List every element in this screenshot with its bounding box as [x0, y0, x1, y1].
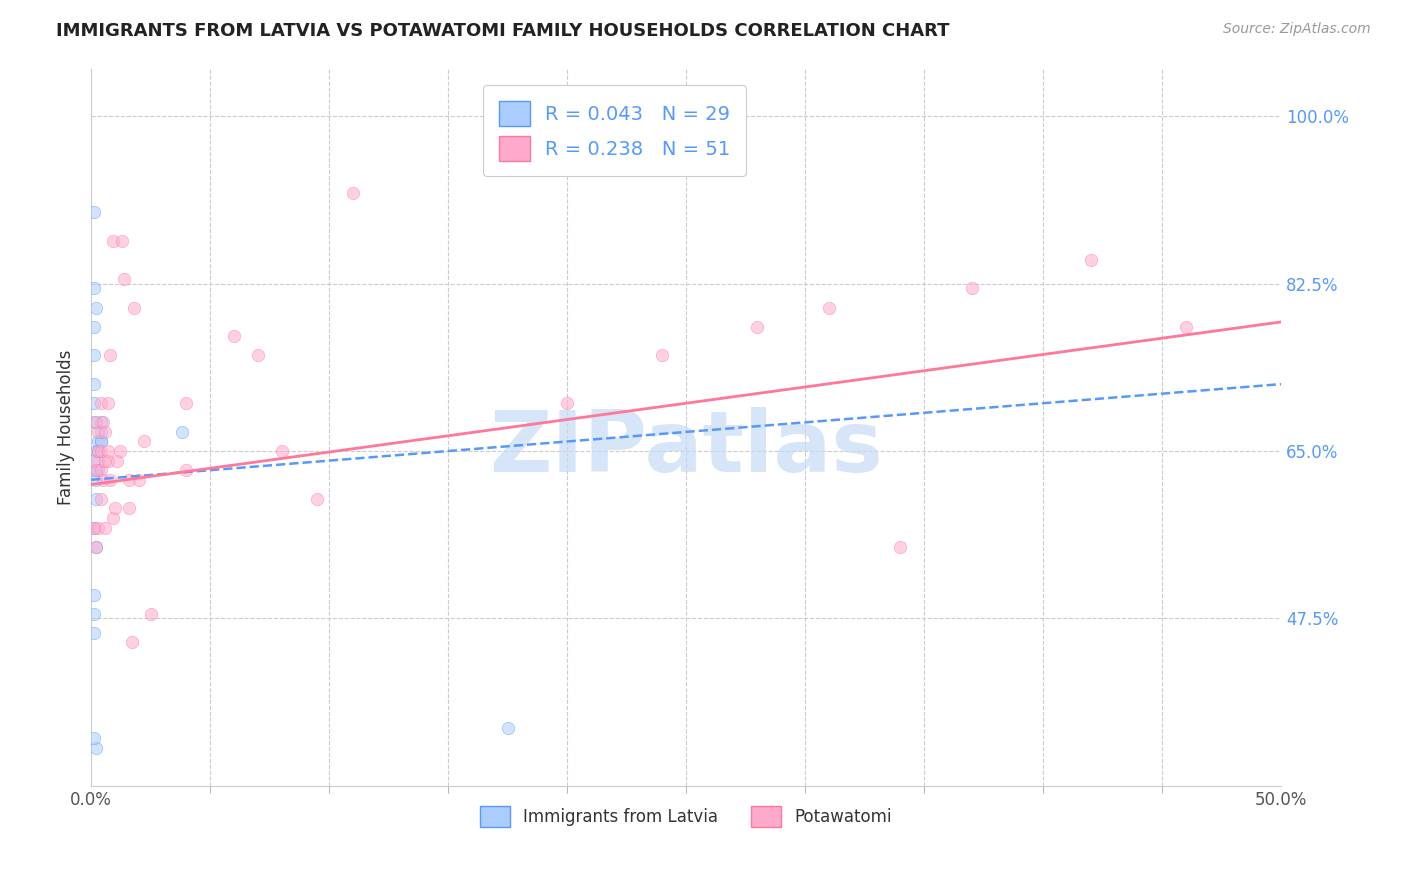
Point [98, 473, 121, 487]
Point [83, 453, 105, 467]
Point [747, 319, 769, 334]
Point [90, 425, 112, 439]
Point [87, 463, 110, 477]
Point [121, 635, 143, 649]
Point [84, 463, 107, 477]
Point [176, 463, 198, 477]
Point [128, 473, 150, 487]
Point [90, 434, 112, 449]
Point [108, 444, 131, 458]
Point [87, 444, 110, 458]
Point [97, 396, 120, 410]
Point [84, 444, 107, 458]
Point [90, 416, 112, 430]
Text: ZIPatlas: ZIPatlas [489, 407, 883, 491]
Point [84, 463, 107, 477]
Point [817, 301, 839, 315]
Point [139, 607, 162, 621]
Point [94, 453, 117, 467]
Point [90, 396, 112, 410]
Point [176, 396, 198, 410]
Point [90, 444, 112, 458]
Point [83, 587, 105, 601]
Point [91, 473, 114, 487]
Point [83, 520, 105, 534]
Point [84, 740, 107, 755]
Point [889, 540, 911, 554]
Point [83, 520, 105, 534]
Point [651, 348, 673, 362]
Point [87, 444, 110, 458]
Point [90, 491, 112, 506]
Point [1174, 319, 1197, 334]
Point [118, 501, 141, 516]
Point [83, 377, 105, 392]
Point [83, 607, 105, 621]
Point [83, 731, 105, 745]
Point [90, 434, 112, 449]
Point [307, 491, 329, 506]
Point [90, 463, 112, 477]
Point [111, 234, 134, 248]
Point [84, 491, 107, 506]
Point [87, 453, 110, 467]
Legend: Immigrants from Latvia, Potawatomi: Immigrants from Latvia, Potawatomi [471, 797, 901, 835]
Point [104, 501, 127, 516]
Point [555, 396, 578, 410]
Point [118, 473, 141, 487]
Point [1080, 252, 1102, 267]
Point [270, 444, 292, 458]
Point [87, 434, 110, 449]
Point [84, 540, 107, 554]
Point [83, 396, 105, 410]
Point [94, 520, 117, 534]
Point [170, 425, 193, 439]
Point [496, 722, 519, 736]
Point [101, 234, 124, 248]
Point [94, 425, 117, 439]
Point [84, 416, 107, 430]
Point [84, 301, 107, 315]
Point [87, 520, 110, 534]
Point [246, 348, 269, 362]
Point [97, 453, 120, 467]
Point [960, 281, 983, 295]
Point [342, 186, 364, 200]
Point [105, 453, 128, 467]
Point [87, 425, 110, 439]
Y-axis label: Family Households: Family Households [58, 350, 75, 505]
Point [114, 272, 136, 286]
Point [98, 348, 121, 362]
Point [84, 473, 107, 487]
Point [83, 281, 105, 295]
Point [132, 434, 155, 449]
Point [83, 348, 105, 362]
Point [83, 416, 105, 430]
Point [222, 329, 245, 343]
Text: Source: ZipAtlas.com: Source: ZipAtlas.com [1223, 22, 1371, 37]
Point [97, 444, 120, 458]
Point [83, 625, 105, 640]
Point [101, 511, 124, 525]
Point [83, 205, 105, 219]
Point [91, 416, 114, 430]
Point [122, 301, 145, 315]
Text: IMMIGRANTS FROM LATVIA VS POTAWATOMI FAMILY HOUSEHOLDS CORRELATION CHART: IMMIGRANTS FROM LATVIA VS POTAWATOMI FAM… [56, 22, 949, 40]
Point [83, 319, 105, 334]
Point [84, 540, 107, 554]
